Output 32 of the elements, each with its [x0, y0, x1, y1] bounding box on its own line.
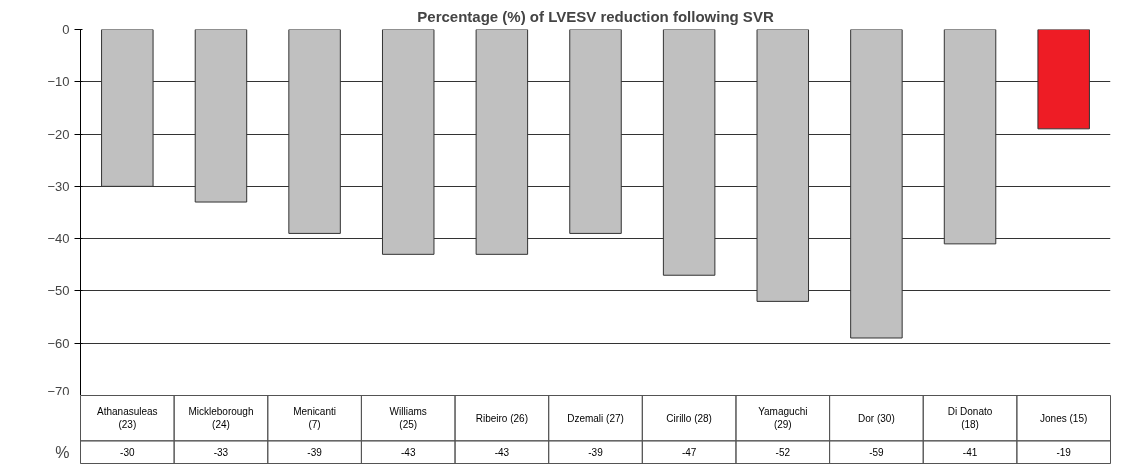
y-tick-label: −40 [47, 231, 70, 247]
x-tick-label: Jones (15) [1040, 412, 1088, 424]
data-label: -39 [307, 447, 323, 459]
data-label: -47 [681, 447, 697, 459]
data-label: -59 [869, 447, 885, 459]
y-tick-label: −50 [47, 283, 70, 299]
x-tick-label: Yamaguchi (29) [758, 406, 808, 431]
data-label: -52 [775, 447, 791, 459]
y-tick-label: 0 [62, 22, 70, 37]
x-tick-label: Cirillo (28) [666, 412, 712, 424]
data-label: -43 [494, 447, 510, 459]
x-tick-label: Williams (25) [389, 406, 427, 431]
data-label: -43 [401, 447, 416, 459]
data-label: -33 [213, 447, 229, 459]
y-axis-title: % [55, 443, 70, 461]
y-tick-label: −60 [47, 335, 70, 351]
data-label: -41 [962, 447, 978, 459]
data-label: -39 [588, 447, 604, 459]
chart-title: Percentage (%) of LVESV reduction following SVR [417, 7, 774, 25]
data-label: -30 [120, 447, 135, 459]
y-tick-label: −70 [47, 383, 70, 399]
x-tick-label: Menicanti (7) [293, 406, 336, 431]
x-tick-label: Mickleborough (24) [188, 406, 254, 431]
data-label: -19 [1056, 447, 1072, 459]
y-tick-label: −20 [47, 126, 70, 142]
x-tick-label: Di Donato (18) [947, 406, 993, 431]
y-tick-label: −30 [47, 178, 70, 194]
x-tick-label: Dzemali (27) [567, 412, 624, 424]
y-tick-label: −10 [47, 74, 70, 90]
x-tick-label: Dor (30) [858, 412, 895, 424]
x-tick-label: Ribeiro (26) [475, 412, 528, 424]
x-tick-label: Athanasuleas (23) [97, 406, 158, 431]
